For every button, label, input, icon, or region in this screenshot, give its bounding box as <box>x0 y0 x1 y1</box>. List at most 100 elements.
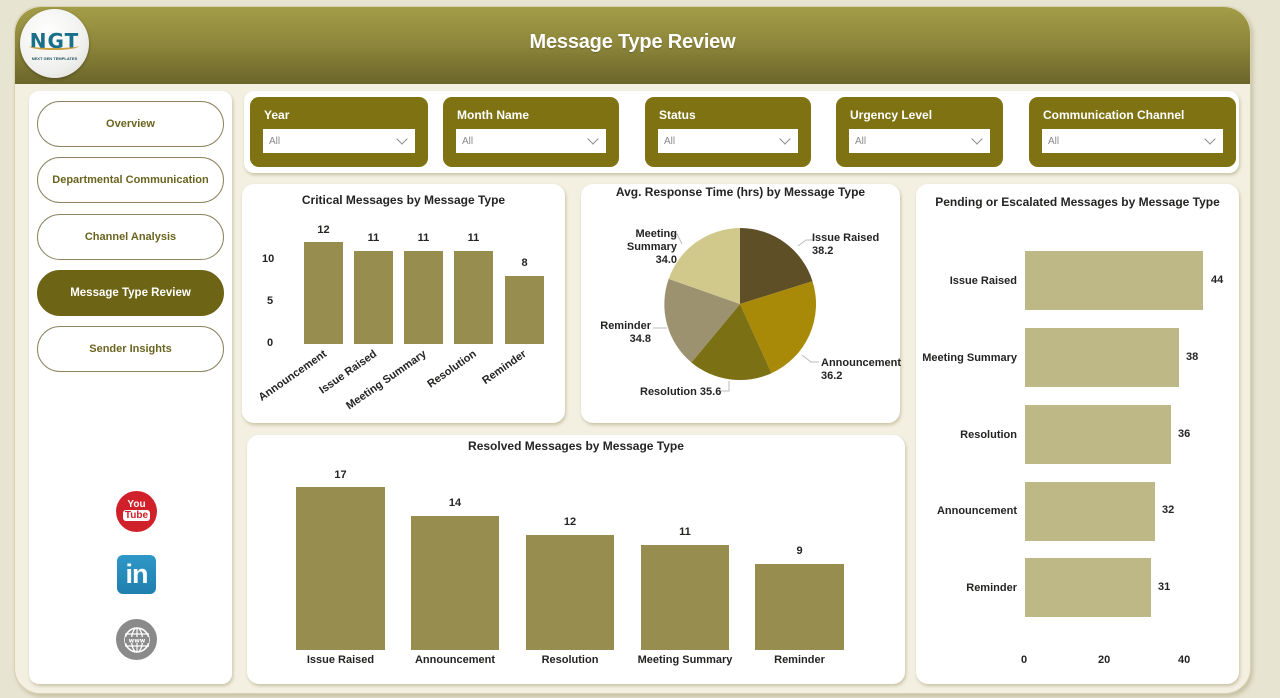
bar-meeting-summary[interactable] <box>641 545 729 650</box>
x-label: Announcement <box>256 348 329 404</box>
bar-reminder[interactable] <box>755 564 844 650</box>
y-label: Announcement <box>936 505 1017 517</box>
x-label: Resolution <box>541 654 599 666</box>
nav-departmental-communication[interactable]: Departmental Communication <box>37 157 224 203</box>
linkedin-icon[interactable]: in <box>117 555 156 594</box>
critical-messages-chart: Critical Messages by Message Type 10 5 0… <box>242 184 565 423</box>
x-tick-40: 40 <box>1178 654 1191 666</box>
x-label: Resolution <box>425 348 479 391</box>
hbar-reminder[interactable] <box>1025 558 1151 617</box>
x-label: Announcement <box>414 654 496 666</box>
data-label: 38 <box>1186 351 1199 363</box>
data-label: 11 <box>679 526 691 538</box>
slice-reminder[interactable] <box>664 278 740 363</box>
slicer-channel-label: Communication Channel <box>1043 108 1185 122</box>
bar-resolution[interactable] <box>526 535 614 650</box>
chevron-down-icon <box>396 132 408 145</box>
slice-announcement[interactable] <box>740 281 817 374</box>
avg-response-time-pie-chart: Avg. Response Time (hrs) by Message Type… <box>581 184 901 423</box>
slicer-urgency-label: Urgency Level <box>850 108 933 122</box>
data-label: 12 <box>563 516 577 528</box>
communication-channel-dropdown[interactable]: All <box>1042 129 1223 153</box>
nav-overview[interactable]: Overview <box>37 101 224 147</box>
month-value: All <box>462 135 474 147</box>
pie-category: Announcement <box>821 357 902 369</box>
data-label: 32 <box>1162 504 1175 516</box>
x-label: Reminder <box>480 348 529 387</box>
x-tick-20: 20 <box>1098 654 1111 666</box>
data-label: 36 <box>1178 428 1191 440</box>
y-label: Issue Raised <box>949 275 1017 287</box>
slicer-communication-channel: Communication Channel All <box>1029 97 1236 167</box>
pie-category: Resolution <box>640 386 697 398</box>
ngt-logo: NGT NEXT GEN TEMPLATES <box>20 9 89 78</box>
youtube-icon[interactable]: You Tube <box>116 491 157 532</box>
pie-category: Issue Raised <box>812 232 880 244</box>
logo-subtitle: NEXT GEN TEMPLATES <box>31 56 78 61</box>
slice-issue-raised[interactable] <box>740 228 813 304</box>
bar-meeting-summary[interactable] <box>404 251 443 344</box>
urgency-level-dropdown[interactable]: All <box>849 129 990 153</box>
pie-value: 34.0 <box>655 254 677 266</box>
data-label: 11 <box>467 232 480 244</box>
chevron-down-icon <box>971 132 983 145</box>
filter-bar: Year All Month Name All Status All Urgen… <box>244 91 1239 173</box>
slice-resolution[interactable] <box>691 304 772 381</box>
hbar-issue-raised[interactable] <box>1025 251 1203 310</box>
bar-reminder[interactable] <box>505 276 544 344</box>
slice-meeting-summary[interactable] <box>668 228 740 304</box>
year-dropdown[interactable]: All <box>263 129 415 153</box>
pending-escalated-chart: Pending or Escalated Messages by Message… <box>916 184 1239 684</box>
header-bar: NGT NEXT GEN TEMPLATES Message Type Revi… <box>15 7 1250 84</box>
chart-title: Resolved Messages by Message Type <box>468 439 684 453</box>
hbar-announcement[interactable] <box>1025 482 1155 541</box>
pie-category: Meeting Summary <box>626 228 677 253</box>
pie-value: 36.2 <box>821 370 843 382</box>
slicer-month-name: Month Name All <box>443 97 619 167</box>
chevron-down-icon <box>587 132 599 145</box>
dashboard-frame: NGT NEXT GEN TEMPLATES Message Type Revi… <box>14 6 1251 694</box>
bar-issue-raised[interactable] <box>296 487 385 650</box>
bar-announcement[interactable] <box>304 242 343 344</box>
status-dropdown[interactable]: All <box>658 129 798 153</box>
data-label: 31 <box>1158 581 1171 593</box>
data-label: 8 <box>521 257 528 269</box>
pie-label-resolution: Resolution 35.6 <box>640 386 721 399</box>
nav-channel-analysis[interactable]: Channel Analysis <box>37 214 224 260</box>
bar-issue-raised[interactable] <box>354 251 393 344</box>
pie-label-issue-raised: Issue Raised 38.2 <box>812 232 879 258</box>
slicer-status-label: Status <box>659 108 696 122</box>
x-tick-0: 0 <box>1021 654 1028 666</box>
data-label: 9 <box>796 545 803 557</box>
slicer-urgency-level: Urgency Level All <box>836 97 1003 167</box>
x-label: Reminder <box>774 654 825 666</box>
channel-value: All <box>1048 135 1060 147</box>
year-value: All <box>269 135 281 147</box>
nav-message-type-review[interactable]: Message Type Review <box>37 270 224 316</box>
globe-www-icon[interactable]: www <box>116 619 157 660</box>
data-label: 11 <box>417 232 430 244</box>
y-tick-5: 5 <box>267 295 274 307</box>
nav-sender-insights[interactable]: Sender Insights <box>37 326 224 372</box>
chevron-down-icon <box>1204 132 1216 145</box>
chart-title: Avg. Response Time (hrs) by Message Type <box>615 185 866 199</box>
y-label: Resolution <box>960 429 1017 441</box>
slicer-status: Status All <box>645 97 811 167</box>
resolved-messages-chart: Resolved Messages by Message Type 17 14 … <box>247 435 905 684</box>
y-label: Meeting Summary <box>922 352 1017 364</box>
hbar-resolution[interactable] <box>1025 405 1171 464</box>
slicer-year-label: Year <box>264 108 290 122</box>
bar-resolution[interactable] <box>454 251 493 344</box>
hbar-meeting-summary[interactable] <box>1025 328 1179 387</box>
x-label: Issue Raised <box>306 654 375 666</box>
chart-title: Critical Messages by Message Type <box>301 193 506 207</box>
data-label: 14 <box>448 497 462 509</box>
y-tick-0: 0 <box>267 337 274 349</box>
pie-label-announcement: Announcement 36.2 <box>821 357 901 383</box>
bar-announcement[interactable] <box>411 516 499 650</box>
urgency-value: All <box>855 135 867 147</box>
pie-value: 35.6 <box>699 386 722 398</box>
pie-category: Reminder <box>600 320 651 332</box>
svg-text:www: www <box>128 637 145 644</box>
month-name-dropdown[interactable]: All <box>456 129 606 153</box>
